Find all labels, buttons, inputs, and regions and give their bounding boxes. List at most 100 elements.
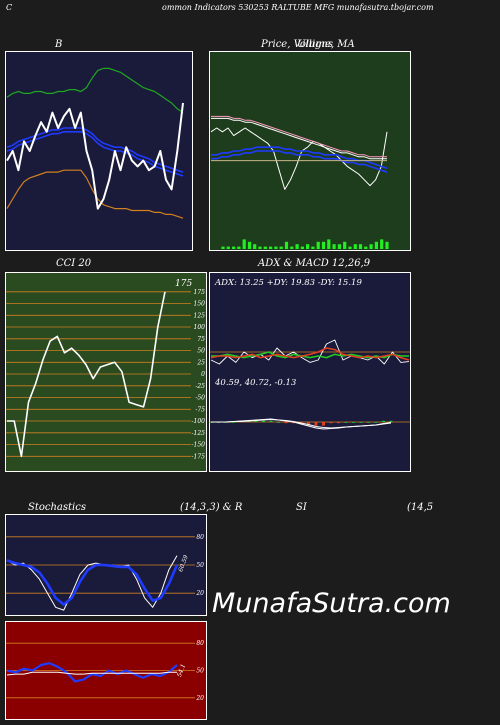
adx-macd-title: ADX & MACD 12,26,9 — [258, 258, 371, 269]
watermark: MunafaSutra.com — [212, 588, 451, 619]
volume-bar — [295, 244, 299, 249]
stoch-title: Stochastics — [28, 502, 86, 513]
volume-bar — [369, 244, 373, 249]
volume-bar — [306, 244, 310, 249]
stoch-params: (14,3,3) & R — [180, 502, 243, 513]
rsi-rsi-line — [6, 662, 178, 683]
bollinger-title: B — [55, 39, 63, 50]
rsi-tick-label: 80 — [196, 640, 204, 647]
volume-bar — [358, 244, 363, 249]
volume-bar — [226, 246, 230, 249]
cci-title: CCI 20 — [56, 258, 92, 269]
adx-values-text: ADX: 13.25 +DY: 19.83 -DY: 15.19 — [214, 278, 362, 288]
adx-plus-di-line — [211, 351, 409, 359]
panel-background — [5, 51, 193, 251]
macd-histogram-bar — [359, 422, 363, 423]
price-title-overlay: Ulligns — [297, 39, 333, 50]
rsi-tick-label: 50 — [196, 668, 204, 675]
price-ma-chart — [209, 51, 411, 251]
macd-histogram-bar — [232, 422, 235, 423]
rsi-rsi-white-line — [6, 671, 177, 676]
cci-tick-label: 50 — [197, 348, 205, 355]
stoch-tick-label: 80 — [196, 534, 204, 541]
cci-tick-label: -175 — [192, 453, 206, 460]
cci-tick-label: 100 — [194, 324, 206, 331]
bollinger-price-line — [6, 102, 184, 210]
volume-bar — [269, 246, 273, 249]
volume-bar — [332, 244, 336, 249]
volume-bar — [380, 239, 384, 249]
volume-bar — [242, 239, 246, 249]
panel-background — [5, 272, 207, 472]
macd-histogram-bar — [389, 420, 393, 422]
stoch-tick-label: 50 — [196, 562, 204, 569]
cci-tick-label: -150 — [192, 442, 206, 449]
price-ma-blue-b-line — [211, 150, 388, 173]
macd-histogram-bar — [284, 422, 288, 424]
volume-bar — [311, 246, 315, 249]
macd-histogram-bar — [322, 422, 325, 426]
cci-tick-label: -25 — [195, 383, 205, 390]
volume-bar — [364, 246, 368, 249]
price-ma-short-line — [210, 127, 388, 190]
macd-signal-line — [211, 419, 392, 429]
cci-tick-label: 0 — [201, 371, 205, 378]
adx-minus-di-line — [210, 347, 410, 361]
volume-bar — [253, 244, 257, 249]
volume-bar — [263, 246, 267, 249]
volume-bar — [327, 239, 331, 249]
cci-tick-label: 75 — [197, 336, 205, 343]
cci-tick-label: 25 — [196, 359, 205, 366]
volume-bar — [337, 244, 341, 249]
rsi-chart: 80 50 20 54.1 — [5, 621, 207, 720]
cci-tick-label: -75 — [195, 406, 205, 413]
macd-histogram-bar — [269, 420, 273, 422]
cci-last-label: 175 — [175, 279, 192, 289]
bollinger-upper-band-line — [6, 67, 184, 114]
cci-tick-label: -50 — [195, 395, 205, 402]
volume-bar — [274, 246, 278, 249]
stoch-tick-label: 20 — [195, 590, 204, 597]
volume-bar — [321, 241, 326, 249]
cci-tick-label: 150 — [194, 301, 206, 308]
volume-bar — [300, 246, 304, 249]
volume-bar — [348, 246, 352, 249]
macd-histogram-bar — [262, 420, 265, 422]
volume-bar — [258, 246, 262, 249]
cci-tick-label: -125 — [192, 430, 206, 437]
cci-chart: 175 150 125 100 75 50 25 0 -25 -50 -75 -100 -125 -150… — [5, 272, 207, 472]
volume-bar — [284, 241, 289, 249]
header-left-letter: C — [6, 3, 13, 12]
macd-histogram-bar — [337, 422, 340, 424]
volume-bar — [290, 246, 294, 249]
macd-values-text: 40.59, 40.72, -0.13 — [214, 378, 296, 388]
volume-bar — [385, 241, 389, 249]
panel-background — [209, 272, 411, 472]
rsi-title: SI — [296, 502, 307, 513]
macd-histogram-bar — [314, 422, 318, 426]
macd-histogram-bar — [382, 420, 385, 422]
volume-bar — [343, 241, 347, 249]
macd-histogram-bar — [307, 422, 310, 426]
header-title: ommon Indicators 530253 RALTUBE MFG muna… — [162, 3, 434, 12]
cci-tick-label: -100 — [192, 418, 206, 425]
rsi-last-label: 54.1 — [176, 663, 187, 678]
cci-tick-label: 125 — [194, 312, 206, 319]
volume-bar — [221, 246, 225, 249]
adx-macd-chart: ADX: 13.25 +DY: 19.83 -DY: 15.19 40.59, 4… — [209, 272, 411, 472]
macd-histogram-bar — [292, 422, 295, 424]
price-ma-white-long-line — [211, 117, 387, 160]
bollinger-middle-band-b-line — [6, 131, 184, 177]
macd-histogram-bar — [374, 422, 378, 423]
rsi-params: (14,5 — [407, 502, 434, 513]
volume-bar — [232, 246, 236, 249]
cci-line — [7, 291, 166, 458]
volume-bar — [353, 244, 357, 249]
macd-histogram-bar — [352, 422, 355, 423]
stoch-k-line — [6, 555, 178, 611]
volume-bar — [316, 241, 320, 249]
price-ma-pink-line — [211, 115, 387, 158]
price-title: Price, Volume, MA — [261, 39, 355, 50]
bollinger-chart — [5, 51, 193, 251]
